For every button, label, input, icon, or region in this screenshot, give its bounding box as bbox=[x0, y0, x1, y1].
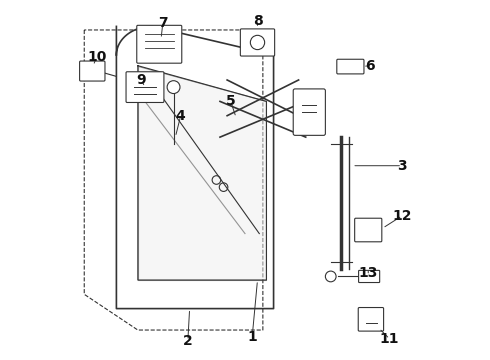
FancyBboxPatch shape bbox=[241, 29, 275, 56]
FancyBboxPatch shape bbox=[126, 72, 164, 103]
FancyBboxPatch shape bbox=[293, 89, 325, 135]
Text: 9: 9 bbox=[137, 73, 146, 87]
Text: 1: 1 bbox=[247, 330, 257, 344]
Text: 13: 13 bbox=[359, 266, 378, 280]
Text: 7: 7 bbox=[158, 16, 168, 30]
Text: 3: 3 bbox=[397, 159, 407, 173]
Text: 12: 12 bbox=[392, 209, 412, 223]
Text: 8: 8 bbox=[253, 14, 262, 28]
Text: 10: 10 bbox=[87, 50, 106, 64]
Text: 5: 5 bbox=[226, 94, 236, 108]
FancyBboxPatch shape bbox=[337, 59, 364, 74]
Circle shape bbox=[325, 271, 336, 282]
Text: 2: 2 bbox=[183, 334, 193, 348]
FancyBboxPatch shape bbox=[79, 61, 105, 81]
Text: 11: 11 bbox=[380, 332, 399, 346]
FancyBboxPatch shape bbox=[359, 270, 380, 283]
FancyBboxPatch shape bbox=[137, 25, 182, 63]
Circle shape bbox=[167, 81, 180, 94]
Circle shape bbox=[250, 35, 265, 50]
Text: 6: 6 bbox=[365, 59, 375, 73]
FancyBboxPatch shape bbox=[358, 307, 384, 331]
Polygon shape bbox=[138, 66, 267, 280]
Text: 4: 4 bbox=[176, 109, 186, 123]
FancyBboxPatch shape bbox=[355, 218, 382, 242]
